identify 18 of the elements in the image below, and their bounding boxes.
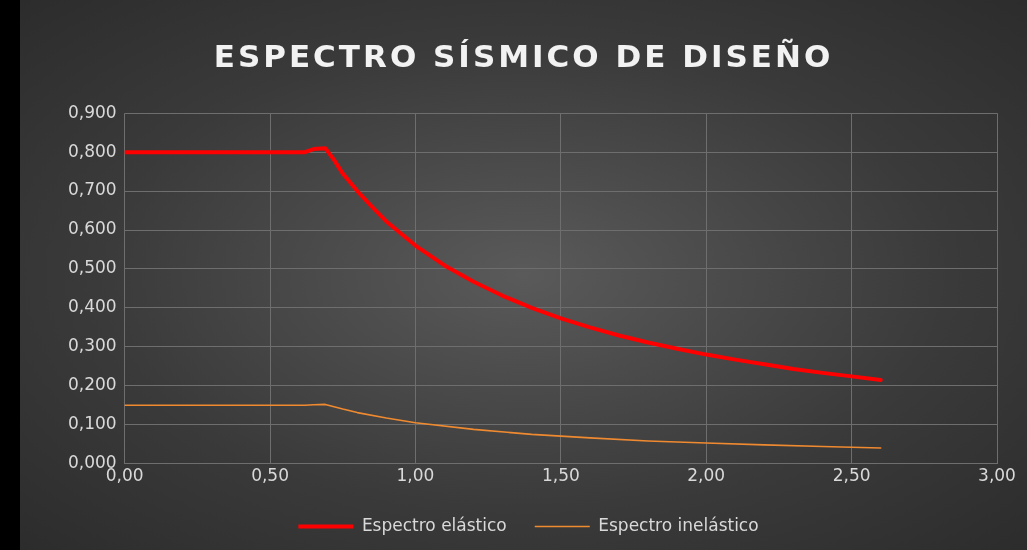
x-tick-label: 1,50 — [541, 465, 580, 486]
chart-title: ESPECTRO SÍSMICO DE DISEÑO — [212, 38, 835, 74]
x-tick-label: 3,00 — [978, 465, 1016, 486]
y-tick-label: 0,700 — [68, 179, 117, 200]
legend-label: Espectro elástico — [361, 514, 507, 535]
x-tick-label: 0,50 — [251, 465, 289, 486]
y-tick-label: 0,900 — [68, 101, 117, 122]
x-tick-label: 2,00 — [687, 465, 726, 486]
x-tick-label: 1,00 — [396, 465, 435, 486]
y-tick-label: 0,200 — [68, 374, 117, 395]
legend-label: Espectro inelástico — [598, 514, 759, 535]
x-tick-label: 2,50 — [832, 465, 871, 486]
y-tick-label: 0,600 — [68, 218, 117, 239]
y-tick-label: 0,300 — [68, 335, 117, 356]
y-tick-label: 0,400 — [68, 296, 117, 317]
y-tick-label: 0,100 — [68, 413, 117, 434]
y-tick-label: 0,800 — [68, 140, 117, 161]
y-tick-label: 0,500 — [68, 257, 117, 278]
